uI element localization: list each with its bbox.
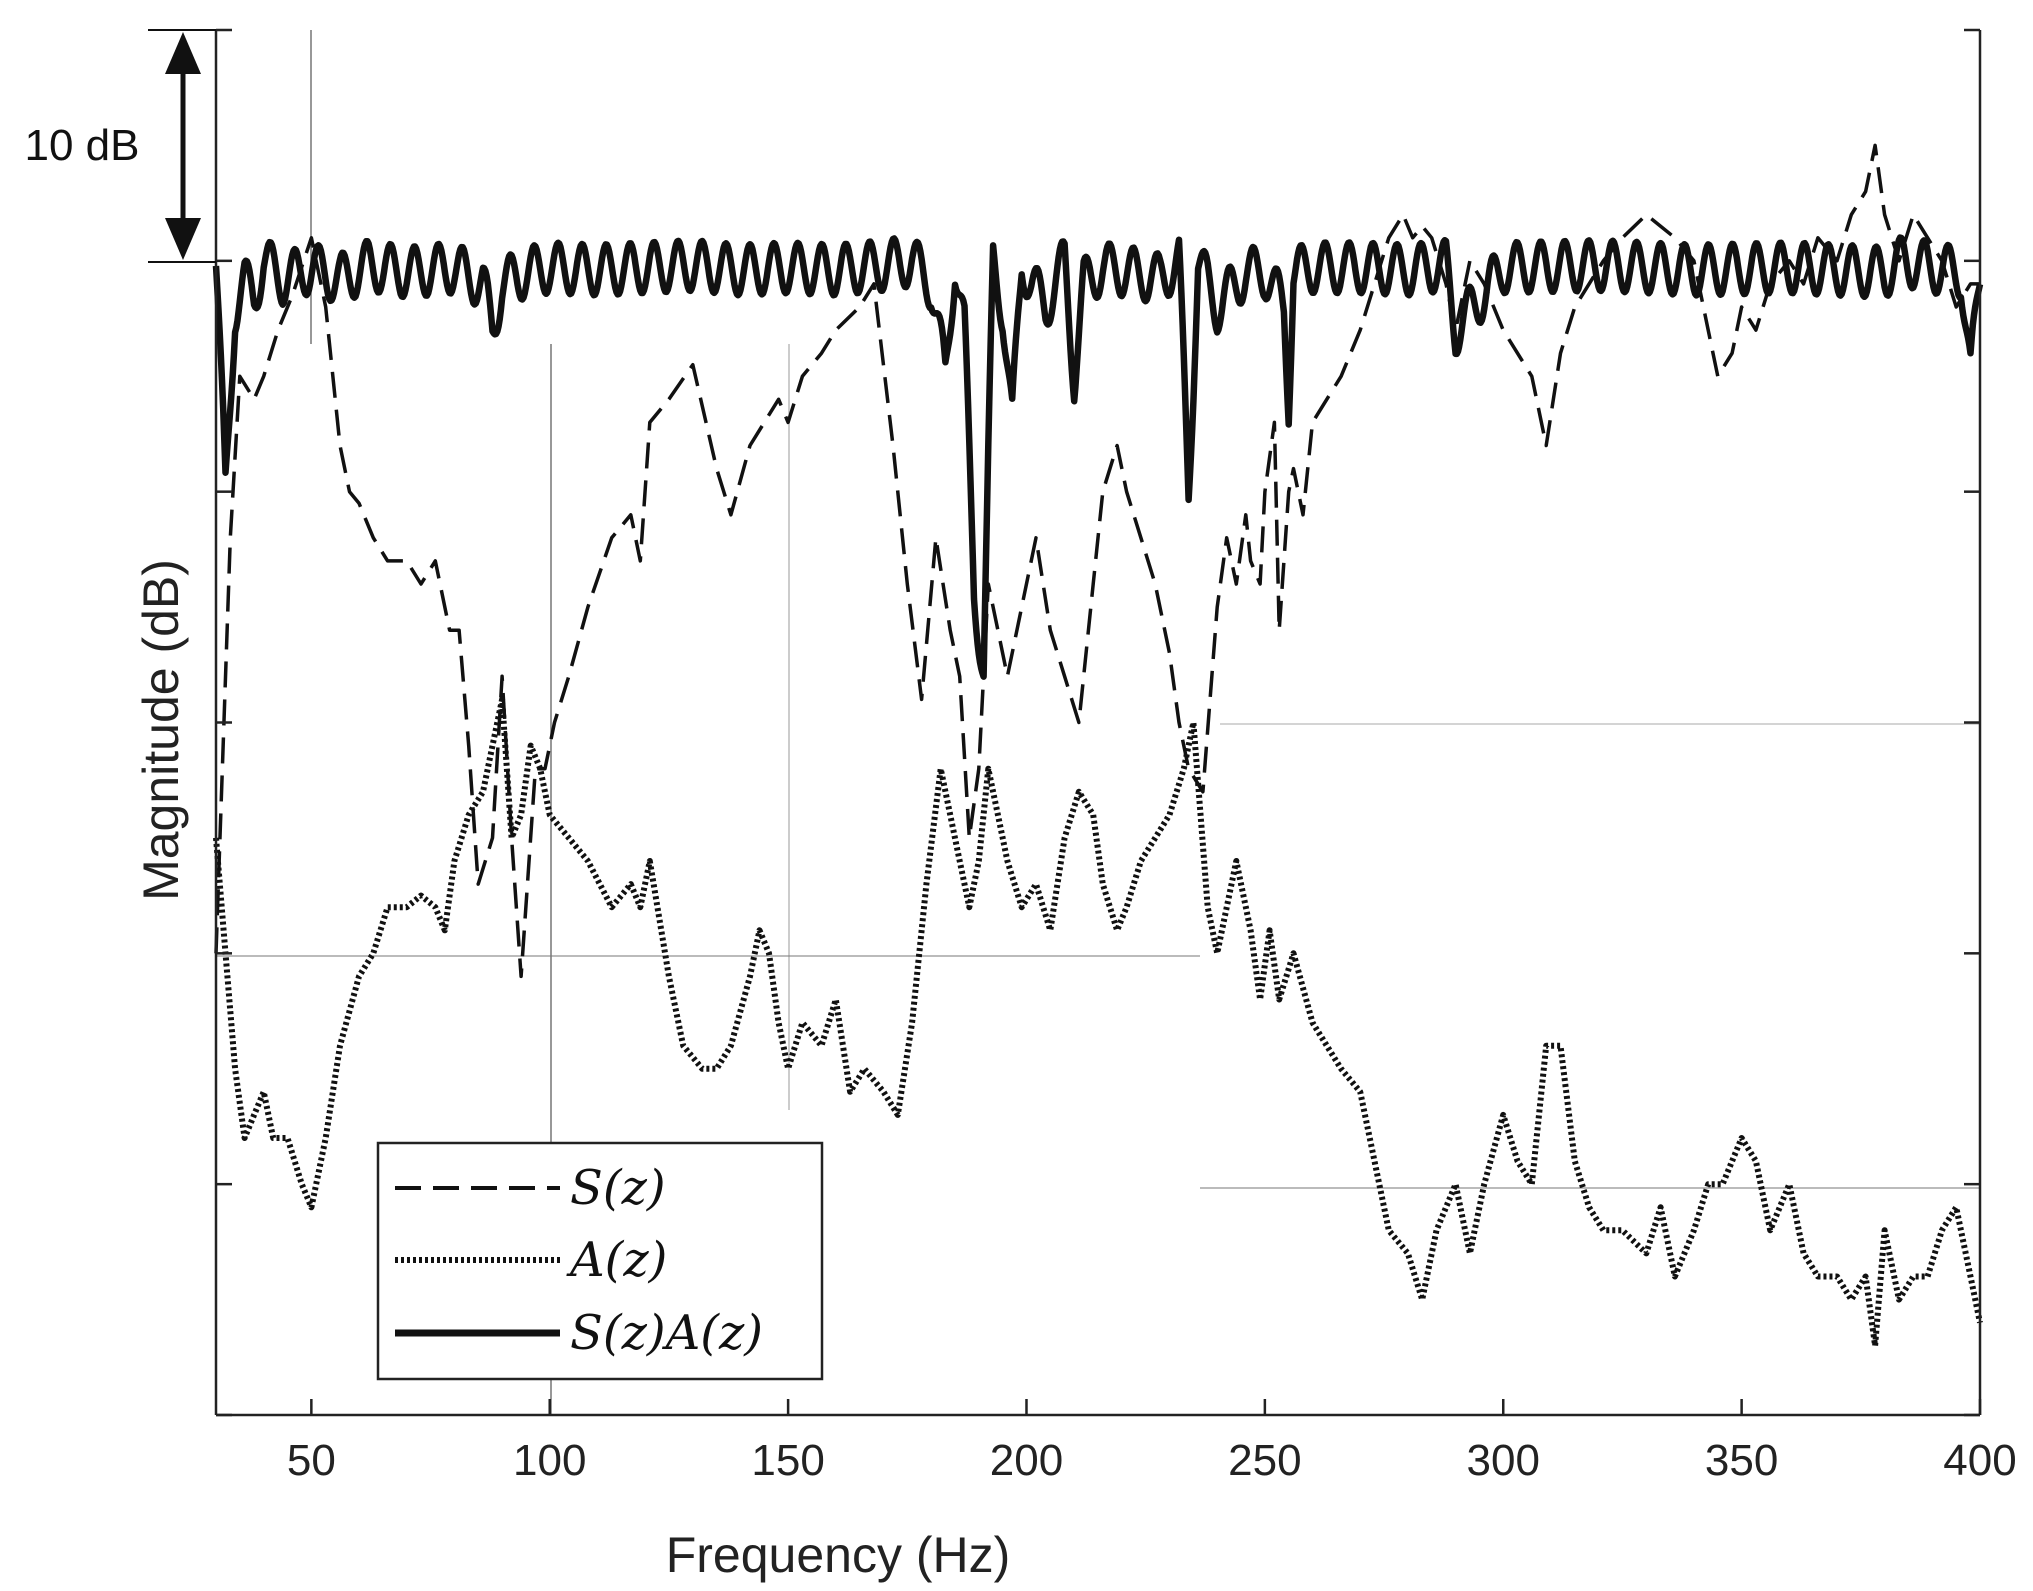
legend-label-a: A(z) [566,1232,667,1288]
scale-bar-label: 10 dB [25,121,140,170]
legend-label-s: S(z) [570,1160,666,1216]
x-tick-label-200: 200 [990,1436,1063,1485]
x-tick-label-150: 150 [751,1436,824,1485]
x-tick-label-250: 250 [1228,1436,1301,1485]
legend-label-sa: S(z)A(z) [570,1305,763,1361]
y-axis-title: Magnitude (dB) [133,559,189,901]
series-line-0 [214,143,1980,979]
x-axis-title: Frequency (Hz) [666,1527,1011,1583]
x-tick-label-350: 350 [1705,1436,1778,1485]
scale-bar: 10 dB [25,29,216,263]
scale-bar-arrow-down-icon [165,218,201,260]
series-group [212,143,1984,1349]
series-line-1 [213,696,1983,1349]
scale-bar-arrow-up-icon [165,32,201,74]
x-tick-label-400: 400 [1943,1436,2016,1485]
x-tick-label-50: 50 [287,1436,336,1485]
ticks [216,28,1982,1417]
tick-labels: 50 100 150 200 250 300 350 400 [287,1436,2017,1485]
series-line-2 [212,234,1984,680]
legend: S(z) A(z) S(z)A(z) [376,1141,824,1381]
x-tick-label-300: 300 [1467,1436,1540,1485]
x-tick-label-100: 100 [513,1436,586,1485]
